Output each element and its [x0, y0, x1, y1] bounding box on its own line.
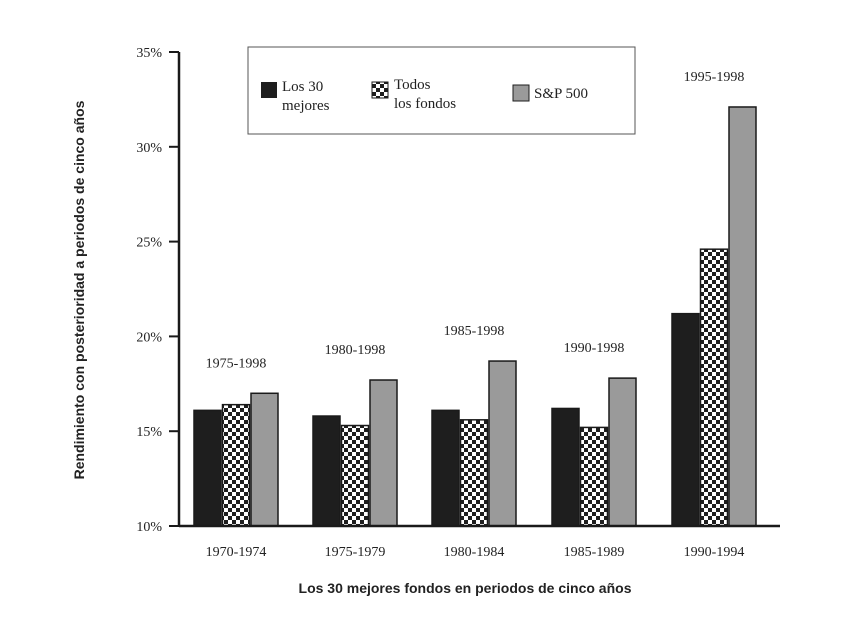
y-tick-label: 15% [136, 425, 162, 440]
bar-all-funds-1975-1979 [340, 424, 370, 527]
bar-all-funds-1990-1994 [699, 248, 729, 527]
x-axis-title: Los 30 mejores fondos en periodos de cin… [299, 580, 632, 596]
bar-top30-1985-1989 [551, 407, 580, 527]
bar-all-funds-1970-1974 [221, 403, 251, 527]
y-tick-label: 10% [136, 520, 162, 535]
bars-layer [193, 106, 757, 527]
legend-label-top30-line1: Los 30 [282, 79, 323, 95]
legend: Los 30 mejores Todos los fondos S&P 500 [247, 46, 636, 135]
legend-label-top30-line2: mejores [282, 98, 330, 114]
y-ticks-layer: 10% 15% 20% 25% 30% 35% [136, 46, 179, 535]
x-tick-label: 1975-1979 [325, 545, 386, 560]
y-tick-label: 35% [136, 46, 162, 61]
period-label: 1980-1998 [325, 343, 386, 358]
bar-top30-1980-1984 [431, 409, 460, 527]
legend-swatch-sp500 [512, 84, 530, 102]
legend-label-all-funds-line1: Todos [394, 77, 431, 93]
bar-top30-1975-1979 [312, 415, 341, 527]
y-tick-label: 25% [136, 236, 162, 251]
bar-top30-1970-1974 [193, 409, 222, 527]
legend-label-sp500: S&P 500 [534, 86, 588, 102]
bar-sp500-1990-1994 [728, 106, 757, 527]
y-tick-label: 30% [136, 141, 162, 156]
bar-all-funds-1985-1989 [579, 426, 609, 527]
period-label: 1975-1998 [206, 356, 267, 371]
bar-all-funds-1980-1984 [459, 419, 489, 527]
legend-box [247, 46, 636, 135]
legend-swatch-all-funds [371, 81, 389, 99]
bar-sp500-1985-1989 [608, 377, 637, 527]
x-tick-label: 1980-1984 [444, 545, 505, 560]
x-tick-label: 1970-1974 [206, 545, 267, 560]
x-ticks-layer: 1970-1974 1975-1979 1980-1984 1985-1989 1990… [206, 545, 745, 560]
y-axis-title: Rendimiento con posterioridad a periodos… [71, 100, 87, 479]
legend-label-all-funds-line2: los fondos [394, 96, 456, 112]
bar-sp500-1980-1984 [488, 360, 517, 527]
period-labels-layer: 1975-1998 1980-1998 1985-1998 1990-1998 1995… [206, 70, 745, 371]
bar-sp500-1975-1979 [369, 379, 398, 527]
x-tick-label: 1990-1994 [684, 545, 745, 560]
period-label: 1990-1998 [564, 341, 625, 356]
period-label: 1995-1998 [684, 70, 745, 85]
period-label: 1985-1998 [444, 324, 505, 339]
y-tick-label: 20% [136, 330, 162, 345]
x-tick-label: 1985-1989 [564, 545, 625, 560]
bar-top30-1990-1994 [671, 312, 700, 527]
bar-sp500-1970-1974 [250, 392, 279, 527]
legend-swatch-top30 [261, 82, 277, 98]
